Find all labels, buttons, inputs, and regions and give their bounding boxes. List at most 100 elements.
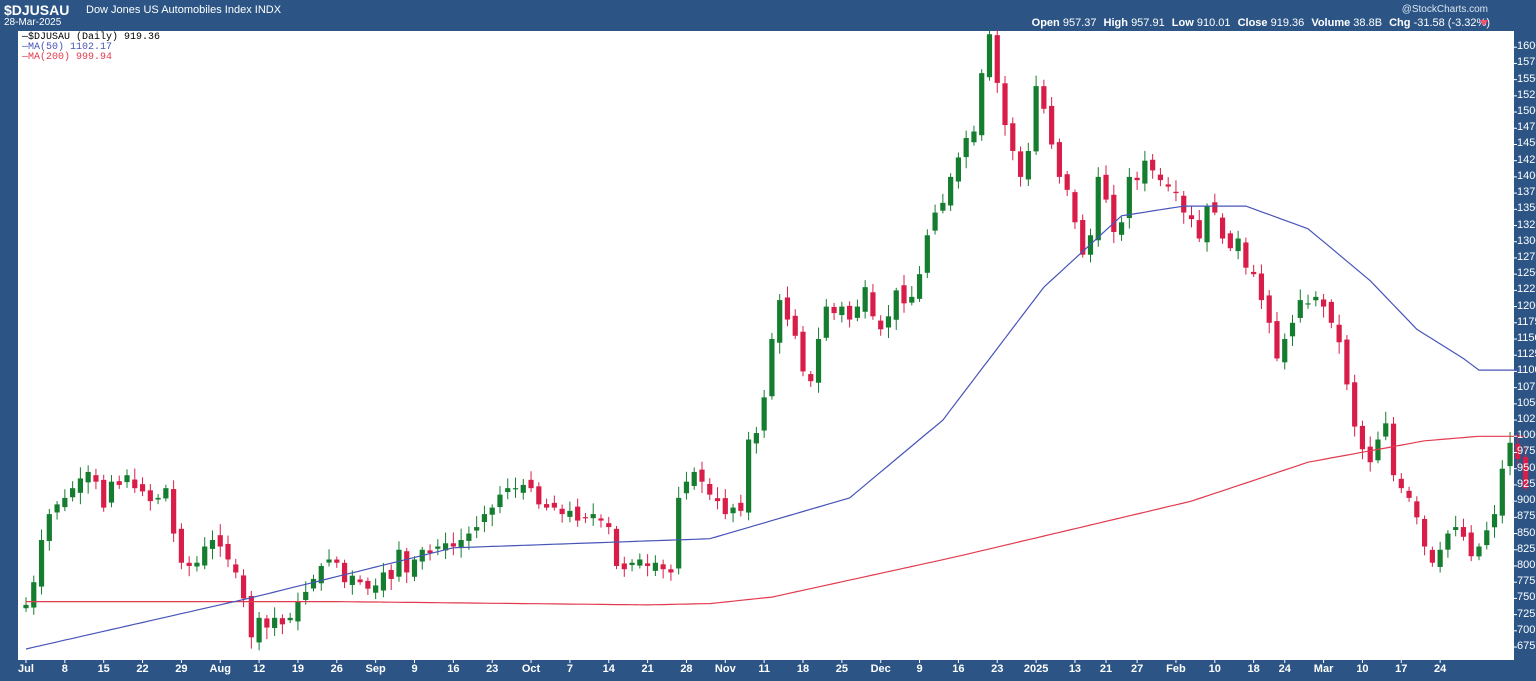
candle-body <box>761 397 767 431</box>
candle-body <box>272 617 278 629</box>
x-tick-label: 21 <box>1099 663 1113 675</box>
x-tick-label: 25 <box>835 663 848 675</box>
low-value: 910.01 <box>1196 17 1231 29</box>
candle-body <box>1025 150 1031 180</box>
candle-body <box>1390 423 1397 476</box>
x-tick-label: 16 <box>447 663 460 675</box>
x-tick-label: 18 <box>796 663 810 675</box>
candle-body <box>310 578 317 589</box>
candle-body <box>1313 296 1319 301</box>
x-tick-label: 21 <box>641 663 654 675</box>
candle-body <box>1515 443 1521 459</box>
y-tick-label: 675 <box>1517 640 1536 653</box>
candle-body <box>334 559 340 563</box>
candle-body <box>590 514 596 519</box>
y-tick-label: 1100 <box>1517 364 1536 377</box>
x-tick-label: 24 <box>1278 663 1291 675</box>
x-tick-label: 9 <box>411 663 418 675</box>
y-tick-label: 875 <box>1517 510 1536 523</box>
candle-body <box>1111 194 1117 233</box>
candle-body <box>645 563 651 566</box>
candle-body <box>349 575 355 585</box>
candle-body <box>512 488 519 490</box>
y-tick-label: 1125 <box>1517 348 1536 361</box>
candle-body <box>240 575 247 599</box>
candle-body <box>194 562 200 567</box>
candle-body <box>1282 339 1288 363</box>
candle-body <box>1468 532 1474 557</box>
candle-body <box>1103 174 1109 200</box>
candle-body <box>147 490 153 502</box>
candle-body <box>1258 273 1265 301</box>
candle-body <box>209 540 216 549</box>
x-tick-label: 23 <box>991 663 1004 675</box>
symbol-label[interactable]: $DJUSAU <box>4 2 70 18</box>
candle-body <box>1033 86 1039 152</box>
legend-price: —$DJUSAU (Daily) 919.36 <box>22 32 161 43</box>
y-tick-label: 950 <box>1517 461 1536 474</box>
candle-body <box>683 481 690 494</box>
y-tick-label: 1475 <box>1517 121 1536 134</box>
x-tick-label: 17 <box>1395 663 1408 675</box>
candle-body <box>784 297 791 320</box>
candle-body <box>442 543 449 551</box>
y-tick-label: 1375 <box>1517 186 1536 199</box>
candle-body <box>520 484 526 493</box>
candle-body <box>543 504 550 508</box>
candle-body <box>901 285 907 304</box>
candle-body <box>668 569 674 573</box>
candle-body <box>746 439 752 513</box>
candle-body <box>489 507 495 515</box>
y-tick-label: 1250 <box>1517 267 1536 280</box>
y-tick-label: 1175 <box>1517 315 1536 328</box>
candle-body <box>691 471 697 486</box>
y-tick-label: 1300 <box>1517 234 1536 247</box>
candle-body <box>1359 425 1366 450</box>
candle-body <box>730 507 736 514</box>
candle-body <box>108 481 115 503</box>
candle-body <box>808 374 814 382</box>
low-label: Low <box>1171 17 1194 29</box>
candle-body <box>854 306 860 318</box>
candle-body <box>1126 176 1132 219</box>
candle-body <box>295 601 301 622</box>
candle-body <box>1414 501 1420 518</box>
candle-body <box>1181 195 1187 213</box>
candle-body <box>637 559 643 566</box>
candle-body <box>31 582 37 608</box>
candle-body <box>1274 321 1280 359</box>
candle-body <box>1204 206 1210 243</box>
y-tick-label: 1425 <box>1517 153 1536 166</box>
candle-body <box>536 486 542 505</box>
candle-body <box>1017 151 1024 177</box>
candle-body <box>994 35 1000 83</box>
candle-body <box>1150 159 1156 171</box>
candle-body <box>1344 339 1350 385</box>
brand-label[interactable]: @StockCharts.com <box>1401 4 1488 15</box>
y-tick-label: 1575 <box>1517 56 1536 69</box>
plot-area[interactable] <box>18 31 1514 660</box>
candle-body <box>660 564 666 570</box>
candle-body <box>264 618 270 628</box>
index-name: Dow Jones US Automobiles Index <box>86 4 252 16</box>
y-tick-label: 1000 <box>1517 429 1536 442</box>
x-tick-label: Sep <box>365 663 386 675</box>
candle-body <box>116 481 122 485</box>
x-tick-label: Aug <box>209 663 231 675</box>
candle-body <box>1165 184 1171 187</box>
y-tick-label: 700 <box>1517 623 1536 636</box>
candle-body <box>85 471 91 483</box>
candle-body <box>722 498 728 515</box>
open-value: 957.37 <box>1062 17 1097 29</box>
candle-body <box>225 543 231 560</box>
candle-body <box>1235 238 1241 252</box>
candle-body <box>1157 174 1164 181</box>
x-tick-label: 26 <box>330 663 343 675</box>
candle-body <box>186 562 192 566</box>
candle-body <box>528 479 534 489</box>
open-label: Open <box>1031 17 1060 29</box>
x-tick-label: 23 <box>486 663 499 675</box>
x-tick-label: 2025 <box>1023 663 1049 675</box>
candle-body <box>1118 222 1125 235</box>
